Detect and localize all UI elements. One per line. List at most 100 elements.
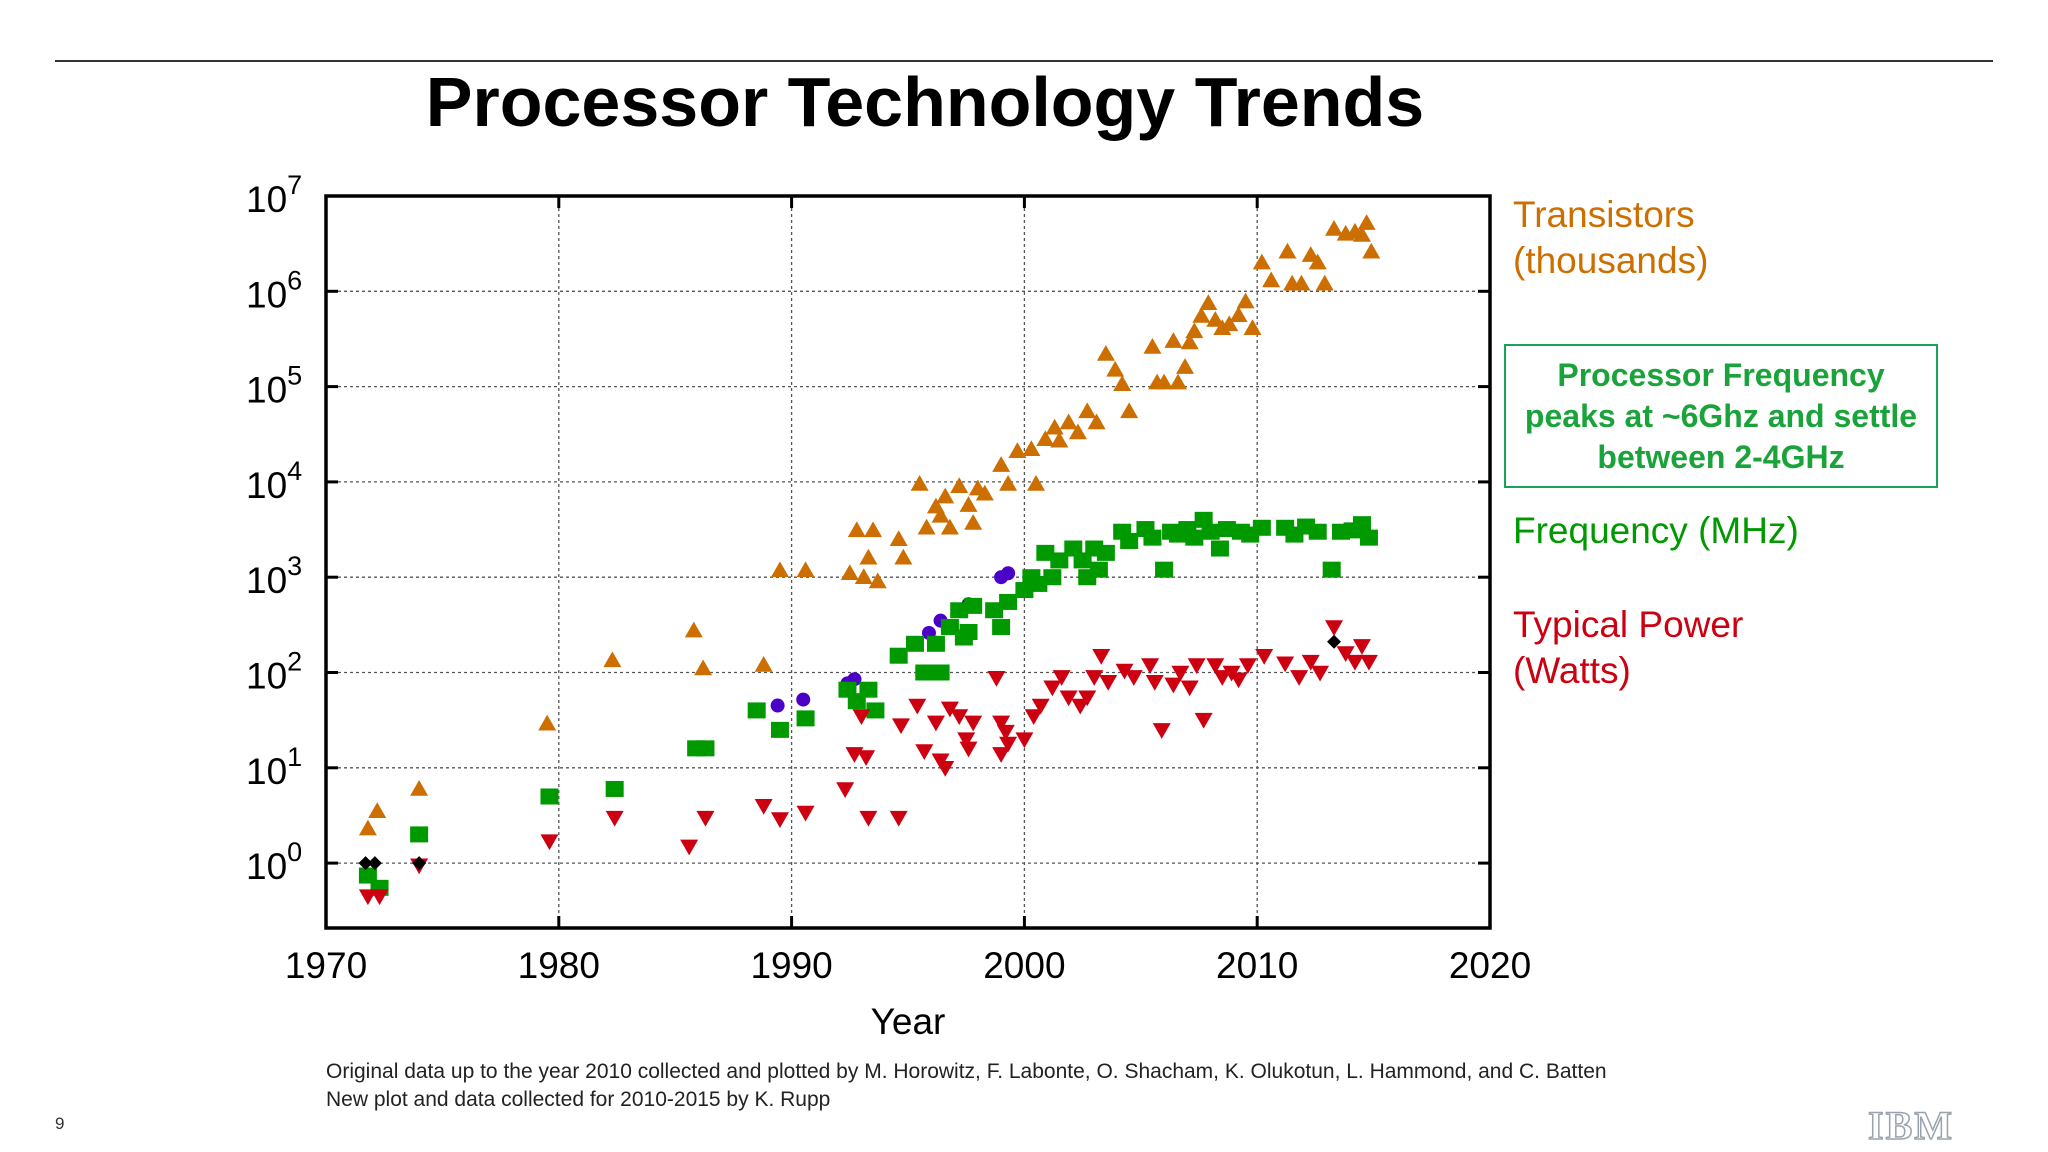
transistors-point — [1262, 271, 1281, 288]
power-point — [1187, 658, 1206, 674]
transistors-point — [1050, 431, 1069, 448]
transistors-point — [1155, 373, 1174, 390]
frequency-point — [747, 702, 766, 719]
frequency-point — [1201, 523, 1220, 540]
transistors-point — [1045, 418, 1064, 435]
power-point — [940, 701, 959, 718]
transistors-point — [864, 521, 883, 538]
y-tick-label-base: 10 — [246, 465, 287, 506]
frequency-point — [1322, 561, 1341, 578]
y-tick-label-exponent: 2 — [287, 647, 302, 677]
transistors-point — [992, 456, 1011, 472]
y-tick-label-base: 10 — [246, 560, 287, 601]
power-point — [1043, 680, 1062, 697]
transistors-point — [1278, 242, 1297, 259]
frequency-callout-box: Processor Frequency peaks at ~6Ghz and s… — [1504, 344, 1938, 488]
cores-point — [367, 856, 382, 871]
single-thread-point — [796, 692, 811, 707]
power-point — [999, 736, 1018, 753]
transistors-point — [1106, 360, 1125, 377]
transistors-point — [1113, 375, 1132, 391]
transistors-point — [1292, 274, 1311, 291]
y-tick-label: 101 — [246, 742, 302, 792]
transistors-point — [889, 530, 908, 547]
transistors-point — [1220, 315, 1239, 332]
credit-line-2: New plot and data collected for 2010-201… — [326, 1088, 831, 1111]
transistors-point — [1087, 413, 1106, 430]
power-point — [1124, 670, 1143, 686]
y-tick-label: 100 — [246, 837, 302, 887]
power-point — [1071, 698, 1090, 715]
y-tick-label-exponent: 4 — [287, 456, 302, 486]
transistors-point — [1243, 319, 1262, 335]
power-point — [358, 889, 377, 906]
legend-power-line-1: Typical Power — [1513, 604, 1744, 645]
transistors-point — [1143, 338, 1162, 354]
cores-point — [1327, 634, 1342, 649]
transistors-point — [1357, 214, 1376, 230]
transistors-point — [1068, 423, 1087, 440]
frequency-callout-text: Processor Frequency peaks at ~6Ghz and s… — [1524, 356, 1918, 475]
power-point — [836, 782, 855, 798]
transistors-point — [854, 568, 873, 584]
frequency-point — [1359, 529, 1378, 546]
frequency-point — [410, 826, 429, 843]
transistors-point — [694, 659, 713, 676]
frequency-point — [358, 867, 377, 884]
transistors-point — [1176, 358, 1195, 374]
frequency-point — [696, 740, 715, 757]
y-tick-label: 104 — [246, 456, 302, 506]
power-point — [959, 741, 978, 758]
power-point — [987, 671, 1006, 687]
transistors-point — [1315, 274, 1334, 291]
transistors-point — [603, 651, 622, 668]
frequency-point — [1120, 532, 1139, 549]
power-point — [1078, 690, 1097, 707]
power-point — [770, 812, 789, 829]
x-tick-label: 1990 — [750, 945, 832, 986]
transistors-point — [1059, 413, 1078, 430]
legend-power-line-2: (Watts) — [1513, 650, 1631, 691]
frequency-point — [1015, 582, 1034, 599]
frequency-point — [999, 593, 1018, 610]
frequency-point — [1352, 516, 1371, 533]
legend-transistors-line-1: Transistors — [1513, 194, 1695, 235]
y-tick-label: 105 — [246, 361, 302, 411]
cores-point — [358, 856, 373, 871]
power-point — [796, 805, 815, 822]
transistors-point — [940, 518, 959, 535]
transistors-point — [358, 819, 377, 836]
y-tick-label-base: 10 — [246, 370, 287, 411]
frequency-point — [1185, 529, 1204, 546]
power-point — [1229, 672, 1248, 689]
transistors-point — [975, 484, 994, 501]
transistors-point — [917, 518, 936, 535]
power-point — [1092, 648, 1111, 665]
power-point — [964, 715, 983, 732]
frequency-point — [605, 780, 624, 797]
frequency-point — [959, 624, 978, 641]
frequency-point — [950, 602, 969, 619]
transistors-point — [1180, 333, 1199, 350]
x-axis-label: Year — [871, 1001, 946, 1042]
single-thread-point — [770, 698, 785, 713]
power-point — [852, 709, 871, 725]
transistors-point — [368, 802, 387, 819]
power-point — [370, 889, 389, 906]
frequency-point — [1308, 523, 1327, 540]
transistors-point — [859, 548, 878, 565]
top-divider — [55, 60, 1993, 62]
power-point — [950, 709, 969, 725]
power-point — [1336, 646, 1355, 663]
power-point — [1145, 674, 1164, 691]
power-point — [996, 724, 1015, 741]
frequency-point — [1050, 552, 1069, 569]
credit-line-1: Original data up to the year 2010 collec… — [326, 1060, 1607, 1083]
credits: Original data up to the year 2010 collec… — [326, 1058, 1607, 1114]
transistors-point — [840, 564, 859, 581]
frequency-point — [770, 721, 789, 738]
transistors-point — [538, 714, 557, 731]
frequency-point — [1029, 575, 1048, 592]
transistors-point — [1036, 430, 1055, 447]
power-point — [992, 715, 1011, 732]
